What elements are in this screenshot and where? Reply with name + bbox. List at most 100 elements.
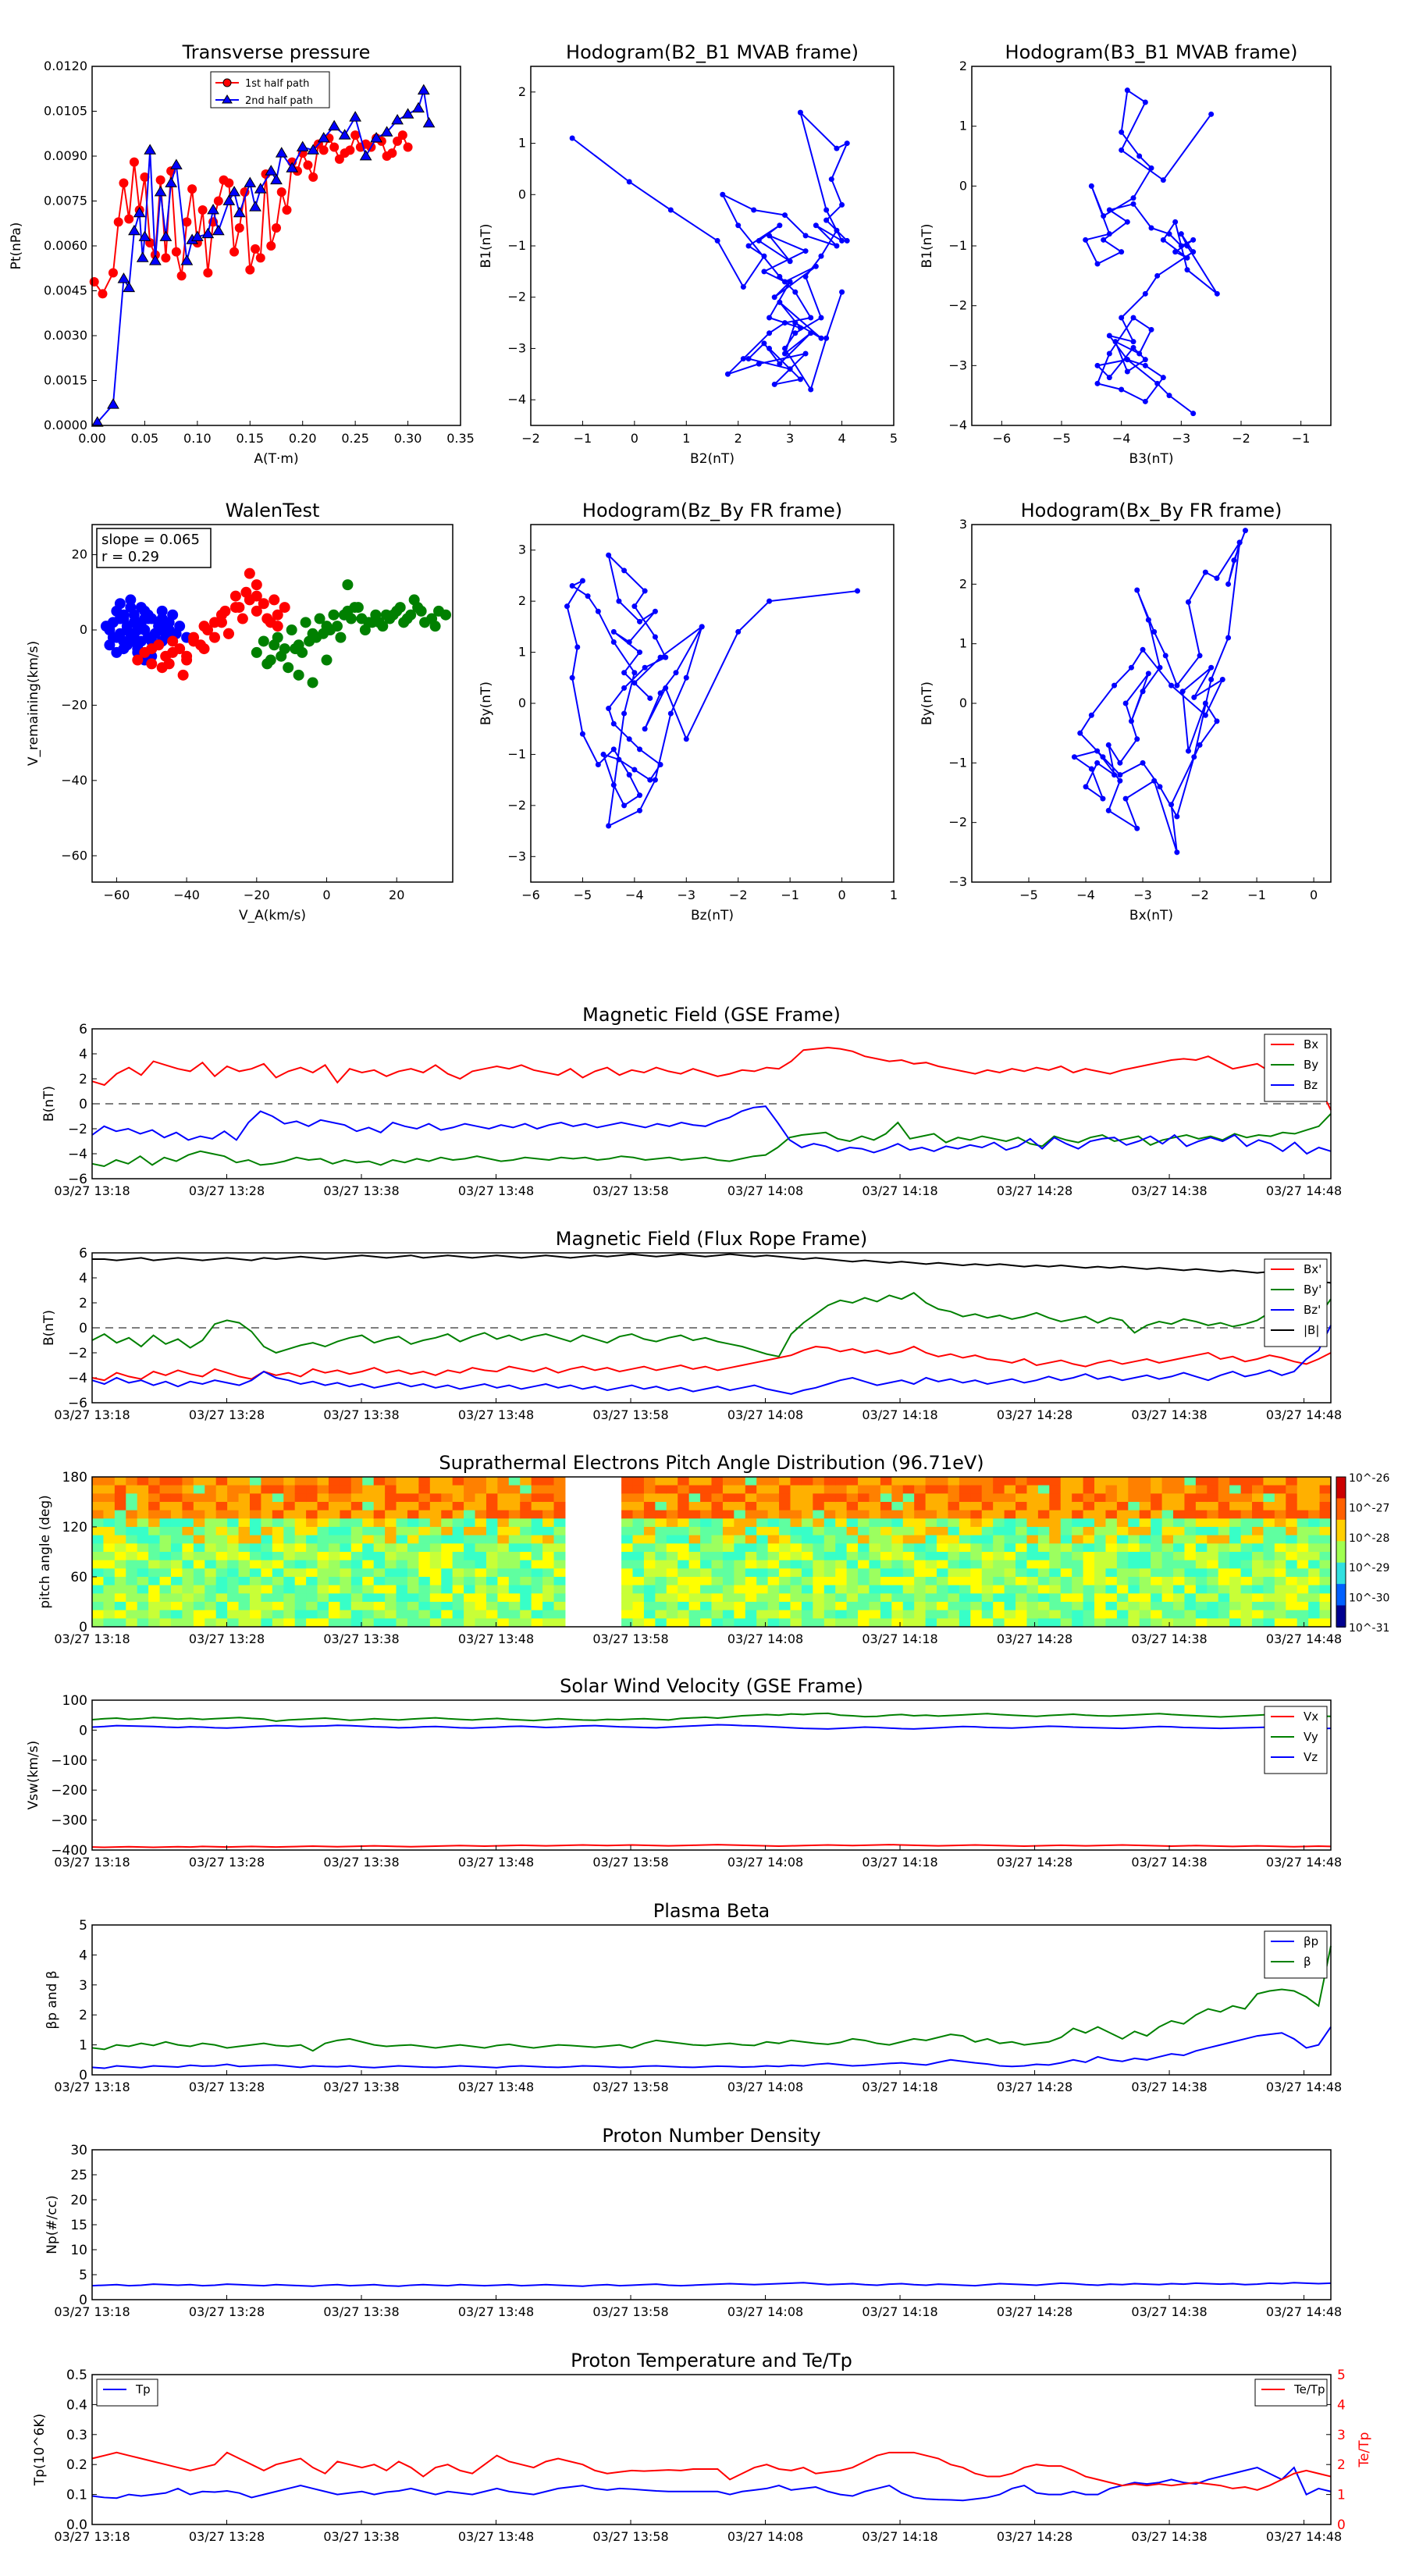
x-tick-label: 0 [1310, 888, 1318, 902]
heatmap-cell [869, 1552, 881, 1561]
data-point [834, 243, 840, 249]
heatmap-cell [1319, 1518, 1332, 1528]
heatmap-cell [531, 1560, 543, 1569]
heatmap-cell [1116, 1485, 1129, 1494]
heatmap-cell [1016, 1593, 1027, 1603]
heatmap-cell [396, 1510, 408, 1519]
heatmap-cell [385, 1568, 397, 1578]
heatmap-cell [126, 1543, 138, 1553]
y-tick-label: 5 [79, 2268, 87, 2283]
heatmap-cell [103, 1510, 116, 1519]
heatmap-cell [103, 1535, 116, 1544]
heatmap-cell [981, 1510, 994, 1519]
heatmap-cell [1049, 1527, 1062, 1536]
heatmap-cell [1161, 1510, 1174, 1519]
heatmap-cell [1083, 1602, 1095, 1611]
heatmap-cell [959, 1477, 971, 1486]
data-point [394, 602, 406, 614]
heatmap-cell [486, 1593, 498, 1603]
heatmap-cell [678, 1535, 690, 1544]
data-point [286, 162, 299, 173]
y-axis-label: B(nT) [41, 1086, 57, 1122]
heatmap-cell [745, 1502, 757, 1511]
heatmap-cell [317, 1593, 329, 1603]
heatmap-cell [1072, 1510, 1084, 1519]
heatmap-cell [1105, 1602, 1118, 1611]
heatmap-cell [238, 1568, 251, 1578]
x-tick-label: −1 [1247, 888, 1266, 902]
heatmap-cell [328, 1485, 340, 1494]
heatmap-cell [429, 1527, 442, 1536]
heatmap-cell [846, 1527, 859, 1536]
heatmap-cell [1116, 1602, 1129, 1611]
heatmap-cell [553, 1585, 566, 1594]
heatmap-cell [486, 1568, 498, 1578]
heatmap-cell [1094, 1535, 1106, 1544]
heatmap-cell [678, 1610, 690, 1619]
heatmap-cell [429, 1585, 442, 1594]
heatmap-cell [205, 1618, 217, 1628]
heatmap-cell [632, 1477, 645, 1486]
heatmap-cell [1274, 1518, 1286, 1528]
heatmap-cell [486, 1510, 498, 1519]
heatmap-cell [520, 1593, 532, 1603]
heatmap-cell [317, 1527, 329, 1536]
data-point [720, 191, 726, 197]
heatmap-cell [362, 1602, 375, 1611]
y-axis-label: V_remaining(km/s) [26, 641, 41, 766]
heatmap-cell [902, 1502, 915, 1511]
heatmap-cell [1297, 1535, 1309, 1544]
x-tick-label: −3 [677, 888, 695, 902]
data-point [272, 609, 283, 621]
heatmap-cell [1151, 1502, 1163, 1511]
data-point [637, 792, 642, 799]
heatmap-cell [429, 1502, 442, 1511]
data-point [190, 230, 204, 241]
heatmap-cell [734, 1602, 746, 1611]
heatmap-cell [869, 1502, 881, 1511]
data-point [642, 588, 648, 594]
heatmap-cell [1060, 1568, 1072, 1578]
heatmap-cell [350, 1568, 363, 1578]
heatmap-cell [880, 1518, 892, 1528]
heatmap-cell [902, 1543, 915, 1553]
heatmap-cell [767, 1602, 780, 1611]
data-point [1083, 237, 1089, 243]
time-tick-label: 03/27 13:48 [458, 2529, 534, 2544]
heatmap-cell [1105, 1577, 1118, 1586]
heatmap-cell [756, 1552, 769, 1561]
heatmap-cell [678, 1543, 690, 1553]
heatmap-cell [317, 1577, 329, 1586]
heatmap-cell [283, 1527, 296, 1536]
data-point [771, 294, 777, 301]
heatmap-cell [170, 1593, 183, 1603]
heatmap-cell [925, 1593, 937, 1603]
heatmap-cell [722, 1585, 735, 1594]
heatmap-cell [745, 1568, 757, 1578]
data-point [121, 624, 133, 635]
heatmap-cell [1004, 1543, 1016, 1553]
heatmap-cell [272, 1560, 284, 1569]
heatmap-cell [722, 1543, 735, 1553]
heatmap-cell [486, 1485, 498, 1494]
heatmap-cell [340, 1477, 352, 1486]
heatmap-cell [205, 1577, 217, 1586]
data-point [1197, 653, 1203, 659]
heatmap-cell [1274, 1602, 1286, 1611]
heatmap-cell [1037, 1543, 1050, 1553]
heatmap-cell [813, 1560, 825, 1569]
heatmap-cell [1037, 1552, 1050, 1561]
data-point [802, 248, 809, 254]
heatmap-cell [1116, 1535, 1129, 1544]
data-point [149, 628, 161, 639]
heatmap-cell [486, 1535, 498, 1544]
heatmap-cell [328, 1610, 340, 1619]
heatmap-cell [317, 1618, 329, 1628]
heatmap-cell [823, 1502, 836, 1511]
chart-title: Solar Wind Velocity (GSE Frame) [560, 1675, 863, 1697]
heatmap-cell [126, 1585, 138, 1594]
heatmap-cell [1173, 1593, 1185, 1603]
x-tick-label: −6 [993, 431, 1012, 446]
heatmap-cell [925, 1585, 937, 1594]
time-tick-label: 03/27 13:38 [323, 1855, 399, 1870]
